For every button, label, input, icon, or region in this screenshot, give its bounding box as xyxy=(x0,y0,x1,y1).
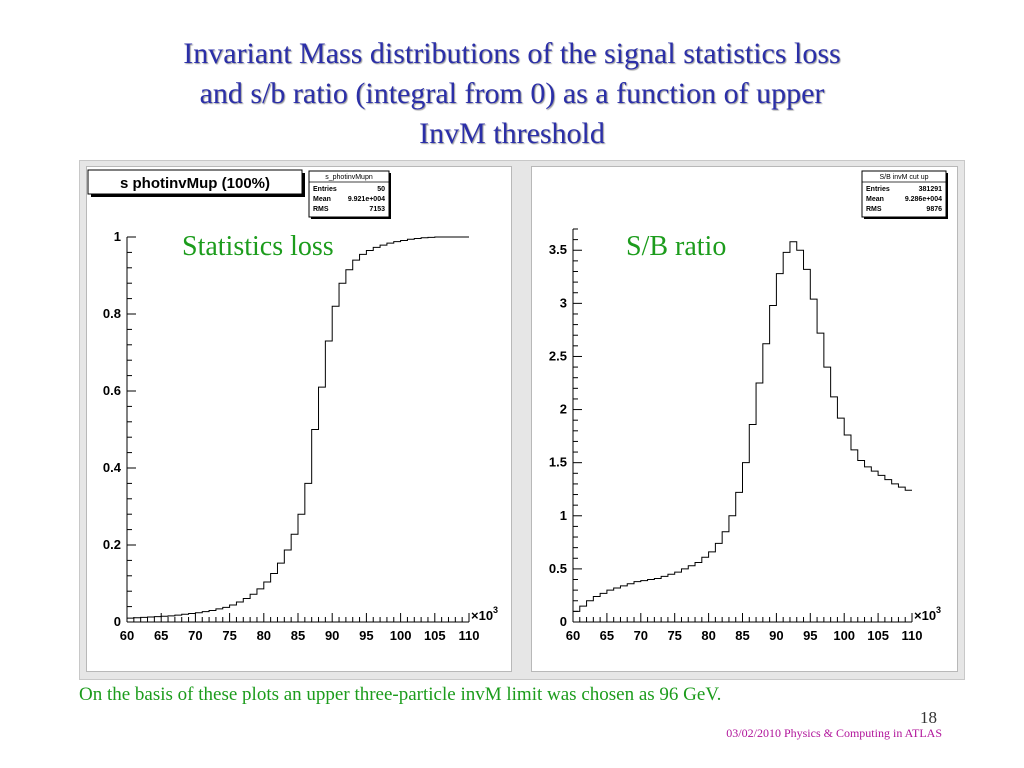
sb-ratio-x-tick-label: 100 xyxy=(833,628,855,643)
right-stats-key: Mean xyxy=(866,196,884,203)
left-stats-value: 9.921e+004 xyxy=(348,196,385,203)
title-line-2: and s/b ratio (integral from 0) as a fun… xyxy=(199,77,825,110)
sb-ratio-y-tick-label: 3.5 xyxy=(549,242,567,257)
sb-ratio-y-tick-label: 0 xyxy=(560,614,567,629)
slide-number: 18 xyxy=(920,708,937,727)
stat-loss-x-tick-label: 75 xyxy=(222,628,236,643)
sb-ratio-x-tick-label: 95 xyxy=(803,628,817,643)
sb-ratio-y-tick-label: 2.5 xyxy=(549,348,567,363)
sb-ratio-y-tick-label: 1 xyxy=(560,508,567,523)
stat-loss-x-tick-label: 90 xyxy=(325,628,339,643)
left-stats-key: Mean xyxy=(313,196,331,203)
right-stats-box xyxy=(861,170,947,218)
stat-loss-x-tick-label: 65 xyxy=(154,628,168,643)
hist-title: s photinvMup (100%) xyxy=(120,175,270,192)
pad-sb-ratio: S/B invM cut up Entries 381291 Mean 9.286e+0… xyxy=(531,166,958,672)
title-line-3: InvM threshold xyxy=(419,117,605,150)
sb-ratio-label: S/B ratio xyxy=(626,231,727,262)
sb-ratio-x-tick-label: 70 xyxy=(634,628,648,643)
conclusion-note: On the basis of these plots an upper thr… xyxy=(79,684,722,705)
left-stats-name: s_photinvMupn xyxy=(325,174,373,181)
right-stats-value: 381291 xyxy=(919,186,942,193)
right-stats-key: Entries xyxy=(866,186,890,193)
statistics-loss-label: Statistics loss xyxy=(182,231,334,262)
sb-ratio-x-tick-label: 110 xyxy=(902,628,923,643)
stat-loss-x-multiplier: ×10 xyxy=(471,608,493,623)
stat-loss-x-tick-label: 60 xyxy=(120,628,134,643)
stat-loss-y-tick-label: 0.6 xyxy=(103,383,121,398)
sb-ratio-x-multiplier: ×10 xyxy=(914,608,936,623)
left-stats-value: 50 xyxy=(377,186,385,193)
left-stats-key: RMS xyxy=(313,206,329,213)
left-stats-key: Entries xyxy=(313,186,337,193)
slide-title: Invariant Mass distributions of the sign… xyxy=(100,34,924,154)
stat-loss-y-tick-label: 0 xyxy=(114,614,121,629)
sb-ratio-x-tick-label: 65 xyxy=(600,628,614,643)
sb-ratio-x-tick-label: 85 xyxy=(735,628,749,643)
sb-ratio-x-tick-label: 80 xyxy=(701,628,715,643)
footer-text: 03/02/2010 Physics & Computing in ATLAS xyxy=(726,726,942,740)
sb-ratio-y-tick-label: 1.5 xyxy=(549,455,567,470)
sb-ratio-chart: S/B invM cut up Entries 381291 Mean 9.286e+0… xyxy=(549,170,948,643)
sb-ratio-x-tick-label: 90 xyxy=(769,628,783,643)
right-stats-value: 9.286e+004 xyxy=(905,196,942,203)
stat-loss-x-tick-label: 85 xyxy=(291,628,305,643)
stat-loss-x-tick-label: 110 xyxy=(459,628,480,643)
stat-loss-y-tick-label: 0.4 xyxy=(103,460,122,475)
stat-loss-x-tick-label: 100 xyxy=(390,628,412,643)
sb-ratio-y-tick-label: 0.5 xyxy=(549,561,567,576)
stat-loss-x-tick-label: 95 xyxy=(359,628,373,643)
stat-loss-x-tick-label: 105 xyxy=(424,628,446,643)
left-stats-box xyxy=(308,170,390,218)
stat-loss-x-multiplier-exponent: 3 xyxy=(493,605,498,615)
stat-loss-x-tick-label: 70 xyxy=(188,628,202,643)
stat-loss-y-tick-label: 0.2 xyxy=(103,537,121,552)
pad-statistics-loss: s photinvMup (100%) s_photinvMupn Entries 5… xyxy=(86,166,512,672)
sb-ratio-histogram-line xyxy=(572,241,912,622)
title-line-1: Invariant Mass distributions of the sign… xyxy=(183,37,841,70)
right-stats-name: S/B invM cut up xyxy=(879,174,928,181)
stat-loss-y-tick-label: 0.8 xyxy=(103,306,121,321)
stat-loss-x-tick-label: 80 xyxy=(257,628,271,643)
right-stats-value: 9876 xyxy=(926,206,942,213)
sb-ratio-x-tick-label: 105 xyxy=(867,628,889,643)
stat-loss-y-tick-label: 1 xyxy=(114,229,121,244)
sb-ratio-y-tick-label: 2 xyxy=(560,402,567,417)
right-stats-key: RMS xyxy=(866,206,882,213)
hist-title-box xyxy=(87,169,303,195)
left-stats-value: 7153 xyxy=(369,206,385,213)
sb-ratio-x-multiplier-exponent: 3 xyxy=(936,605,941,615)
sb-ratio-y-tick-label: 3 xyxy=(560,295,567,310)
sb-ratio-x-tick-label: 75 xyxy=(667,628,681,643)
sb-ratio-x-tick-label: 60 xyxy=(566,628,580,643)
statistics-loss-chart: s photinvMup (100%) s_photinvMupn Entries 5… xyxy=(87,169,498,643)
stat-loss-histogram-line xyxy=(126,236,469,622)
